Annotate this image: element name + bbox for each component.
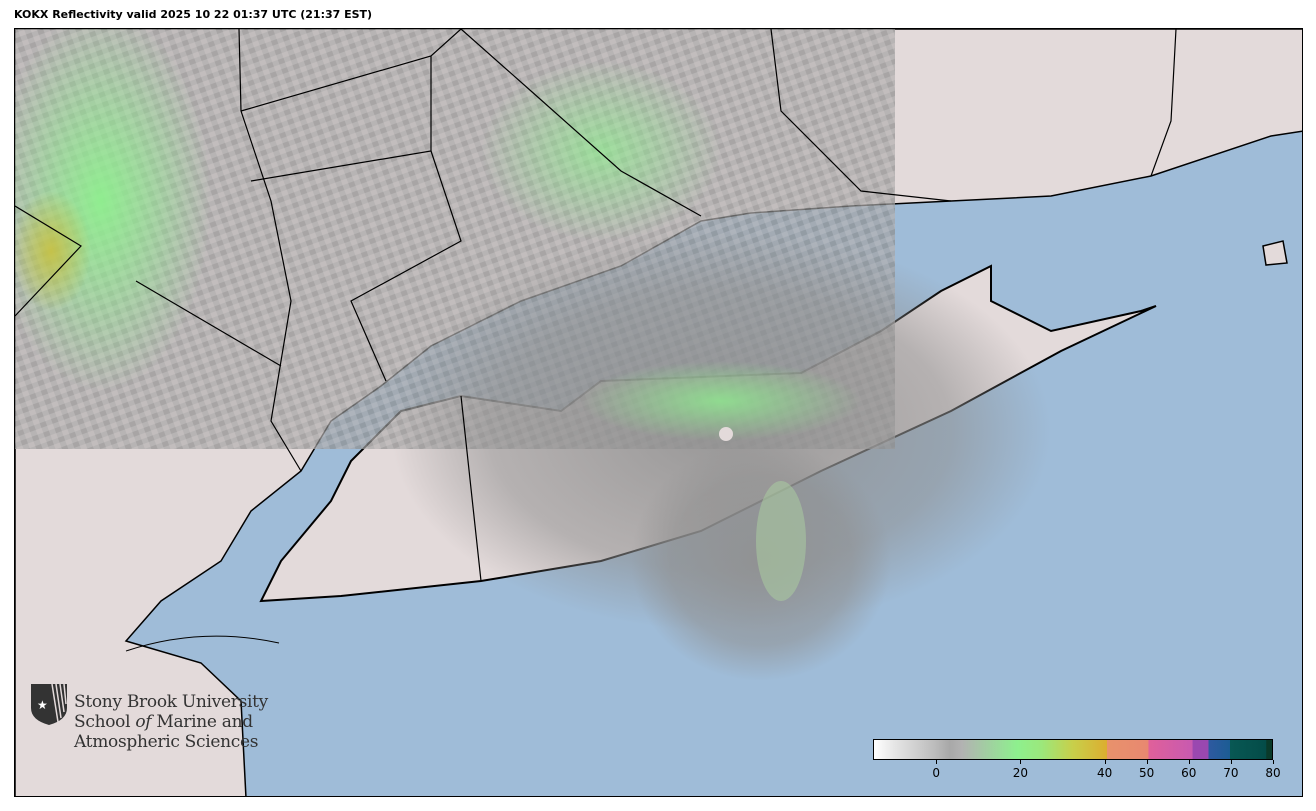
logo-line-2: School of Marine and bbox=[74, 712, 253, 732]
svg-text:★: ★ bbox=[37, 698, 48, 712]
colorbar-tick bbox=[1273, 760, 1274, 764]
logo-line-1: Stony Brook University bbox=[74, 692, 268, 712]
colorbar-tick bbox=[1104, 760, 1106, 764]
radar-yellow-west bbox=[15, 191, 91, 311]
colorbar-tick-label: 0 bbox=[932, 766, 940, 780]
colorbar-tick bbox=[1230, 760, 1232, 764]
shield-star-icon: ★ bbox=[31, 683, 67, 725]
block-island bbox=[1262, 240, 1288, 266]
colorbar-tick-label: 70 bbox=[1223, 766, 1239, 780]
colorbar-tick bbox=[1188, 760, 1190, 764]
colorbar-tick-label: 80 bbox=[1265, 766, 1281, 780]
colorbar-tick-label: 40 bbox=[1096, 766, 1113, 780]
colorbar-tick bbox=[936, 760, 938, 764]
radar-map[interactable] bbox=[14, 28, 1303, 797]
map-canvas bbox=[15, 29, 1302, 796]
colorbar-tick-label: 50 bbox=[1139, 766, 1155, 780]
colorbar-tick bbox=[1146, 760, 1148, 764]
colorbar-tick bbox=[1020, 760, 1022, 764]
radar-green-ct bbox=[481, 61, 721, 241]
radar-green-center bbox=[581, 361, 861, 441]
radar-green-south bbox=[756, 481, 806, 601]
map-title: KOKX Reflectivity valid 2025 10 22 01:37… bbox=[14, 8, 373, 21]
radar-site bbox=[719, 427, 733, 441]
reflectivity-colorbar bbox=[873, 739, 1273, 760]
colorbar-tick-label: 20 bbox=[1012, 766, 1028, 780]
state-county-borders bbox=[15, 29, 1177, 582]
colorbar-tick-label: 60 bbox=[1181, 766, 1197, 780]
sbu-somas-logo: ★ Stony Brook University School of Marin… bbox=[30, 682, 268, 752]
logo-line-3: Atmospheric Sciences bbox=[74, 732, 259, 752]
